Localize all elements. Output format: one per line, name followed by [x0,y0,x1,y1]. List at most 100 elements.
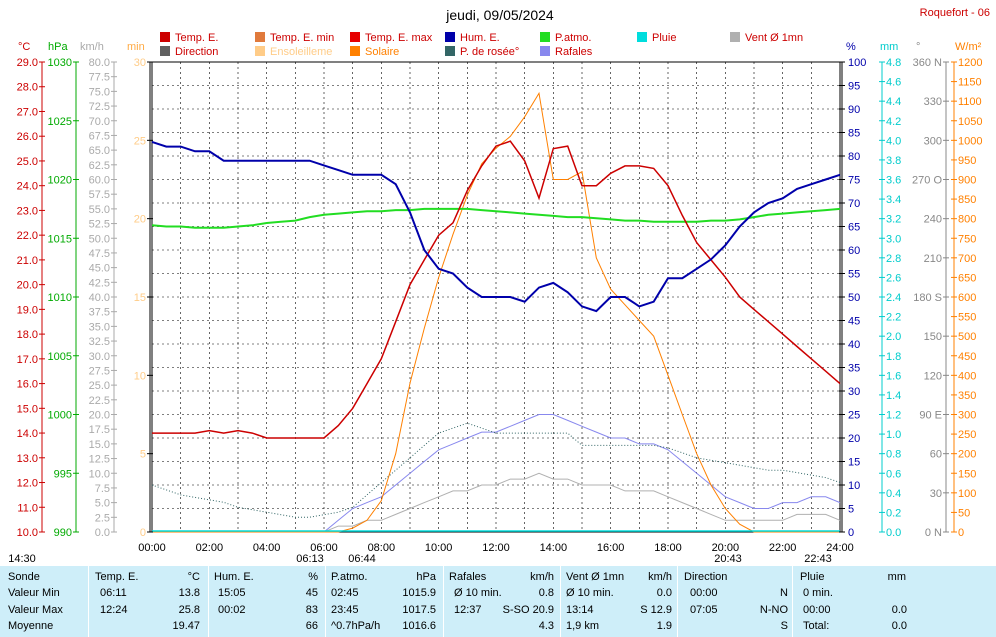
rain-axis-label: 3.4 [886,194,901,206]
temp-axis-label: 25.0 [17,156,38,168]
temp-axis-label: 10.0 [17,527,38,539]
dir-axis-label: 240 [924,214,942,226]
dir-value: S [780,620,788,632]
hum-axis-label: 90 [848,104,860,116]
legend-swatch [160,32,170,42]
header-rain: Pluie [800,571,825,583]
dir-value: N [780,587,788,599]
dir-value: N-NO [759,604,788,616]
legend-swatch [445,46,455,56]
legend-swatch [637,32,647,42]
solar-axis-label: 500 [958,331,976,343]
temp-time: 06:11 [100,587,127,599]
legend-label: Hum. E. [460,32,500,44]
unit-label: ° [916,41,920,53]
header-gust: Rafales [449,571,487,583]
legend-label: Temp. E. min [270,32,334,44]
min-axis-label: 20 [134,214,146,226]
time-label: 00:00 [138,542,166,554]
min-axis-label: 30 [134,57,146,69]
header-press: P.atmo. [331,571,368,583]
axes: 29.0 28.0 27.0 26.0 25.0 24.0 23.0 22.0 21.0 20.0… [8,57,982,565]
wind-time: 1,9 km [566,620,600,632]
press-axis-label: 1015 [48,233,72,245]
gust-value: S-SO 20.9 [502,604,554,616]
rain-axis-label: 4.8 [886,57,901,69]
series-line-temp-e- [152,140,841,439]
solar-axis-label: 1200 [958,57,982,69]
hum-axis-label: 0 [848,527,854,539]
temp-axis-label: 12.0 [17,478,38,490]
legend-swatch [255,46,265,56]
temp-axis-label: 14.0 [17,428,38,440]
rain-axis-label: 1.0 [886,429,901,441]
rain-axis-label: 4.6 [886,77,901,89]
solar-axis-label: 450 [958,351,976,363]
dir-axis-label: 30 [930,488,942,500]
hum-axis-label: 65 [848,222,860,234]
rain-axis-label: 4.4 [886,96,901,108]
series-line-hum-e- [151,140,841,313]
header-gust-unit: km/h [530,571,554,583]
column-divider [792,566,793,637]
rain-axis-label: 3.6 [886,175,901,187]
unit-label: °C [18,41,30,53]
hum-time: 00:02 [218,604,246,616]
hum-axis-label: 95 [848,81,860,93]
wind-axis-label: 65.0 [89,145,110,157]
legend-label: P. de rosée° [460,46,519,58]
press-axis-label: 995 [54,468,72,480]
chart-title: jeudi, 09/05/2024 [445,7,554,23]
rain-axis-label: 2.0 [886,331,901,343]
legend-swatch [540,32,550,42]
temp-axis-label: 26.0 [17,131,38,143]
solar-axis-label: 300 [958,410,976,422]
wind-axis-label: 20.0 [89,410,110,422]
sun-label: 22:43 [804,553,832,565]
hum-axis-label: 75 [848,175,860,187]
hum-value: 45 [305,587,318,599]
solar-axis-label: 1100 [958,96,982,108]
solar-axis-label: 600 [958,292,976,304]
wind-axis-label: 5.0 [95,498,110,510]
rain-axis-label: 0.2 [886,507,901,519]
press-time: 23:45 [331,604,359,616]
solar-axis-label: 1050 [958,116,982,128]
solar-axis-label: 1150 [958,77,982,89]
time-label: 06:00 [310,542,338,554]
gust-value: 4.3 [538,620,554,632]
legend-swatch [445,32,455,42]
hum-axis-label: 30 [848,386,860,398]
legend-swatch [160,46,170,56]
solar-axis-label: 550 [958,312,976,324]
temp-axis-label: 29.0 [17,57,38,69]
solar-axis-label: 750 [958,233,976,245]
header-dir: Direction [684,571,728,583]
press-time: ^0.7hPa/h [331,620,381,632]
axis-units: °C hPa km/h min% mm ° W/m² [18,41,982,53]
hum-axis-label: 25 [848,410,860,422]
series-line-p-atmo- [151,207,841,229]
time-label: 10:00 [425,542,453,554]
dir-time: 00:00 [690,587,718,599]
temp-axis-label: 22.0 [17,230,38,242]
press-axis-label: 990 [54,527,72,539]
wind-axis-label: 57.5 [89,189,110,201]
press-axis-label: 1005 [48,351,72,363]
hum-axis-label: 40 [848,339,860,351]
sun-label: 06:13 [296,553,324,565]
unit-label: km/h [80,41,104,53]
wind-axis-label: 0.0 [95,527,110,539]
legend-swatch [350,46,360,56]
header-rain-unit: mm [887,571,906,583]
solar-axis-label: 650 [958,272,976,284]
header-sonde: Sonde [8,571,40,583]
temp-axis-label: 16.0 [17,379,38,391]
gust-value: 0.8 [538,587,554,599]
solar-axis-label: 350 [958,390,976,402]
gust-time: Ø 10 min. [454,587,502,599]
min-axis-label: 0 [140,527,146,539]
rain-time: 0 min. [803,587,833,599]
dir-axis-label: 150 [924,331,942,343]
unit-label: % [846,41,856,53]
